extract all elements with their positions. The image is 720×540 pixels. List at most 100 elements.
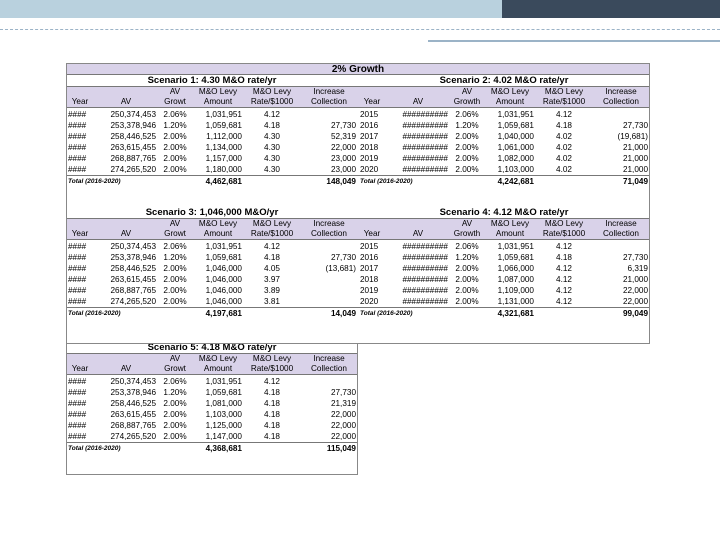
table-cell: 1.20%: [455, 121, 479, 130]
table-cell: 2019: [360, 286, 379, 295]
column-header-bottom: Rate/$1000: [250, 97, 294, 106]
table-cell: 4.18: [264, 432, 280, 441]
column-header-bottom: Rate/$1000: [250, 229, 294, 238]
table-cell: ####: [68, 286, 87, 295]
table-cell: 1,031,951: [205, 242, 242, 251]
total-label: Total (2016-2020): [68, 310, 121, 317]
table-row: #### 274,265,520 2.00% 1,180,000 4.30 23,000: [66, 164, 358, 176]
table-cell: 22,000: [330, 432, 356, 441]
table-cell: 4.18: [264, 399, 280, 408]
column-header-top: M&O Levy: [490, 219, 530, 228]
table-row: 2020 ########## 2.00% 1,131,000 4.12 22,000: [358, 296, 650, 308]
table-cell: 2018: [360, 275, 379, 284]
table-cell: 2020: [360, 165, 379, 174]
table-cell: 1,131,000: [497, 297, 534, 306]
table-row: 2015 ########## 2.06% 1,031,951 4.12: [358, 109, 650, 120]
table-row: 2019 ########## 2.00% 1,082,000 4.02 21,000: [358, 153, 650, 164]
column-header-bottom: Collection: [311, 229, 347, 238]
table-cell: 258,446,525: [110, 132, 156, 141]
column-header: Year: [71, 229, 89, 238]
table-cell: 2016: [360, 253, 379, 262]
table-cell: 2019: [360, 154, 379, 163]
table-cell: 1,147,000: [205, 432, 242, 441]
table-cell: 2.06%: [163, 110, 187, 119]
table-cell: 4.12: [556, 264, 572, 273]
table-cell: ##########: [402, 154, 448, 163]
table-cell: 1,046,000: [205, 264, 242, 273]
table-cell: ####: [68, 143, 87, 152]
table-cell: 1,059,681: [205, 253, 242, 262]
column-header-top: M&O Levy: [490, 87, 530, 96]
table-cell: 1,180,000: [205, 165, 242, 174]
table-cell: 3.97: [264, 275, 280, 284]
table-cell: 250,374,453: [110, 242, 156, 251]
table-cell: ####: [68, 110, 87, 119]
scenario-1-block: Scenario 1: 4.30 M&O rate/yr Year AV AV Grow…: [66, 75, 358, 207]
table-cell: 253,378,946: [110, 253, 156, 262]
table-cell: 22,000: [330, 143, 356, 152]
table-cell: 21,000: [622, 143, 648, 152]
scenario-table: 2015 ########## 2.06% 1,031,951 4.12 2016 ####…: [358, 109, 650, 187]
table-cell: 2.00%: [455, 132, 479, 141]
column-header-top: AV: [169, 354, 181, 363]
table-row: 2016 ########## 1.20% 1,059,681 4.18 27,730: [358, 252, 650, 263]
table-cell: ####: [68, 388, 87, 397]
table-cell: ####: [68, 432, 87, 441]
table-cell: 1,157,000: [205, 154, 242, 163]
table-cell: 1,031,951: [205, 110, 242, 119]
table-cell: 52,319: [330, 132, 356, 141]
table-cell: 4.30: [264, 143, 280, 152]
table-cell: 1,103,000: [205, 410, 242, 419]
table-cell: 21,319: [330, 399, 356, 408]
table-cell: 4.02: [556, 132, 572, 141]
table-cell: 2.00%: [455, 154, 479, 163]
table-cell: 1,059,681: [497, 121, 534, 130]
table-cell: 23,000: [330, 165, 356, 174]
table-cell: 1,046,000: [205, 297, 242, 306]
table-cell: 4.02: [556, 143, 572, 152]
table-row: #### 268,887,765 2.00% 1,046,000 3.89: [66, 285, 358, 296]
total-row: Total (2016-2020) 4,197,681 14,049: [66, 307, 358, 320]
table-cell: 4.12: [556, 242, 572, 251]
column-header-bottom: Rate/$1000: [250, 364, 294, 373]
table-cell: 4.18: [264, 421, 280, 430]
table-cell: 2.00%: [163, 399, 187, 408]
column-header-bottom: Growt: [164, 97, 186, 106]
table-cell: 1,066,000: [497, 264, 534, 273]
table-cell: 27,730: [622, 253, 648, 262]
table-cell: ##########: [402, 121, 448, 130]
table-cell: 3.89: [264, 286, 280, 295]
column-header-bottom: Amount: [495, 229, 525, 238]
table-cell: ##########: [402, 264, 448, 273]
table-cell: 27,730: [330, 253, 356, 262]
total-label: Total (2016-2020): [360, 310, 413, 317]
scenario-title: Scenario 3: 1,046,000 M&O/yr: [145, 207, 279, 218]
column-header-bottom: Rate/$1000: [542, 97, 586, 106]
column-header: AV: [120, 97, 132, 106]
scenario-title: Scenario 5: 4.18 M&O rate/yr: [147, 342, 277, 353]
table-row: #### 250,374,453 2.06% 1,031,951 4.12: [66, 241, 358, 252]
table-cell: 4.18: [264, 388, 280, 397]
table-cell: ####: [68, 399, 87, 408]
table-row: #### 253,378,946 1.20% 1,059,681 4.18 27,730: [66, 252, 358, 263]
table-cell: 1,031,951: [497, 242, 534, 251]
top-banner-dark: [502, 0, 720, 18]
scenario-4-block: Scenario 4: 4.12 M&O rate/yr Year AV AV Grow…: [358, 207, 650, 342]
table-cell: 4.18: [556, 253, 572, 262]
table-cell: 4.18: [264, 410, 280, 419]
column-header-bottom: Growt: [164, 364, 186, 373]
column-header-top: Increase: [313, 87, 345, 96]
column-header: AV: [120, 364, 132, 373]
table-cell: 2.00%: [163, 165, 187, 174]
total-increase: 99,049: [622, 309, 648, 318]
table-cell: 2.00%: [455, 165, 479, 174]
column-header-bottom: Amount: [203, 364, 233, 373]
table-cell: 263,615,455: [110, 143, 156, 152]
table-row: #### 253,378,946 1.20% 1,059,681 4.18 27,730: [66, 387, 358, 398]
table-row: 2018 ########## 2.00% 1,061,000 4.02 21,000: [358, 142, 650, 153]
column-header-top: M&O Levy: [252, 219, 292, 228]
column-header-bottom: Collection: [603, 229, 639, 238]
table-cell: 263,615,455: [110, 275, 156, 284]
total-label: Total (2016-2020): [68, 445, 121, 452]
table-cell: 1,081,000: [205, 399, 242, 408]
